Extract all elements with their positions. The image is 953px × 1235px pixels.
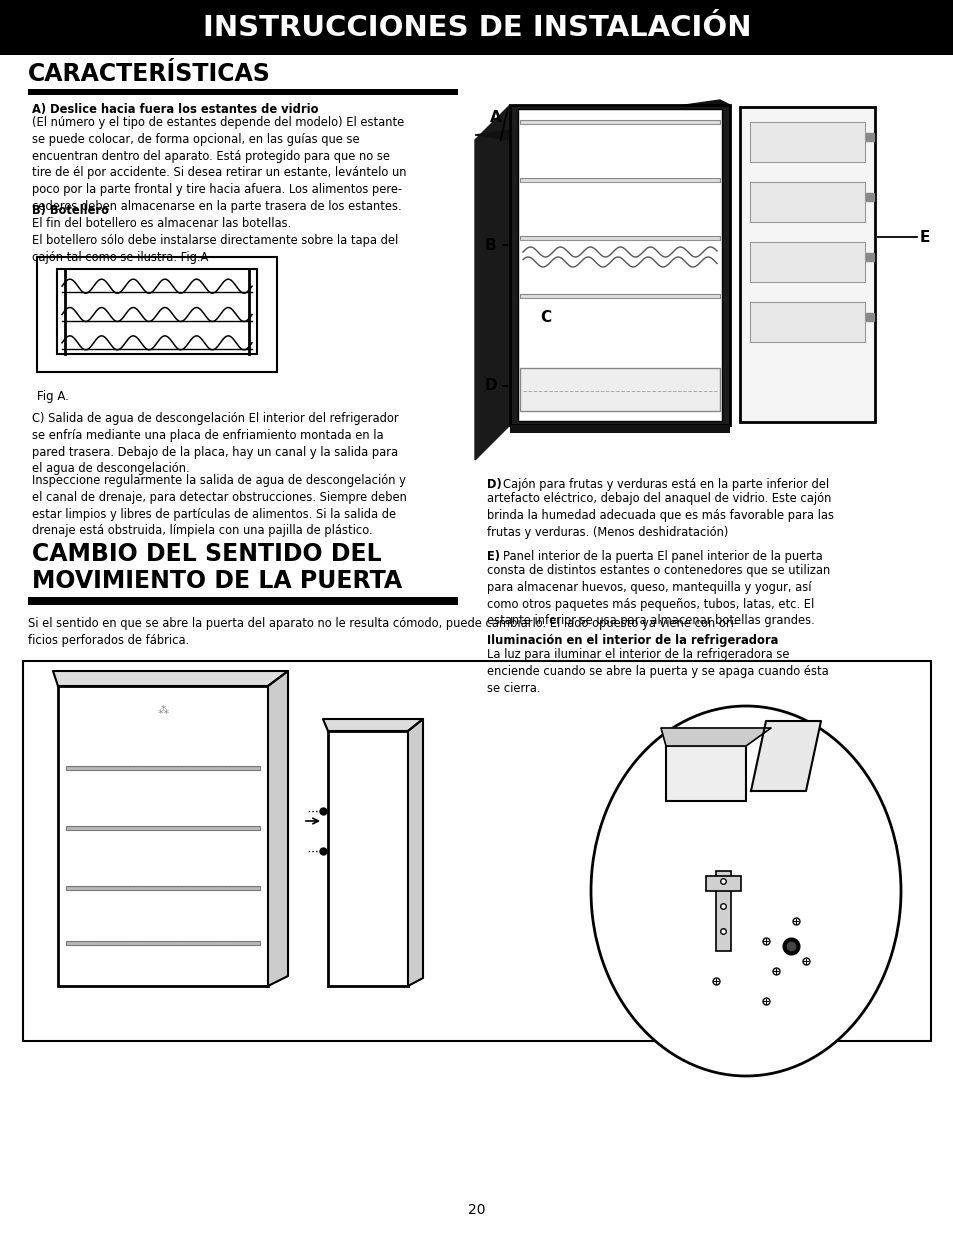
Bar [0, 0, 953, 56]
Polygon shape [268, 671, 288, 986]
Text: El fin del botellero es almacenar las botellas.
El botellero sólo debe instalars: El fin del botellero es almacenar las bo… [32, 217, 397, 263]
Text: 20: 20 [468, 1203, 485, 1216]
Text: E: E [919, 230, 929, 245]
Bar [66, 766, 260, 769]
Bar [749, 242, 864, 282]
Bar [57, 269, 256, 354]
Text: Iluminación en el interior de la refrigeradora: Iluminación en el interior de la refrige… [486, 634, 778, 647]
Bar [749, 303, 864, 342]
Text: CARACTERÍSTICAS: CARACTERÍSTICAS [28, 62, 271, 86]
Bar [665, 746, 745, 802]
Text: (El número y el tipo de estantes depende del modelo) El estante
se puede colocar: (El número y el tipo de estantes depende… [32, 116, 406, 212]
Bar [519, 368, 720, 411]
Bar [519, 178, 720, 182]
Text: ⁂: ⁂ [157, 706, 169, 716]
Text: C) Salida de agua de descongelación El interior del refrigerador
se enfría media: C) Salida de agua de descongelación El i… [32, 412, 398, 475]
Polygon shape [408, 719, 422, 986]
Bar [58, 685, 268, 986]
Polygon shape [660, 727, 770, 746]
Text: CAMBIO DEL SENTIDO DEL
MOVIMIENTO DE LA PUERTA: CAMBIO DEL SENTIDO DEL MOVIMIENTO DE LA … [32, 542, 402, 593]
Text: Fig A.: Fig A. [37, 390, 69, 403]
Text: Si el sentido en que se abre la puerta del aparato no le resulta cómodo, puede c: Si el sentido en que se abre la puerta d… [28, 618, 738, 647]
Bar [749, 122, 864, 162]
Text: INSTRUCCIONES DE INSTALACIÓN: INSTRUCCIONES DE INSTALACIÓN [203, 14, 750, 42]
Text: consta de distintos estantes o contenedores que se utilizan
para almacenar huevo: consta de distintos estantes o contenedo… [486, 564, 829, 627]
Text: Inspeccione regularmente la salida de agua de descongelación y
el canal de drena: Inspeccione regularmente la salida de ag… [32, 474, 406, 537]
Bar [517, 109, 721, 421]
Text: Panel interior de la puerta El panel interior de la puerta: Panel interior de la puerta El panel int… [502, 550, 821, 563]
Bar [705, 876, 740, 890]
Polygon shape [750, 721, 821, 790]
Bar [66, 941, 260, 945]
Bar [28, 89, 457, 95]
Bar [749, 182, 864, 222]
Text: B) Botellero: B) Botellero [32, 204, 109, 217]
Text: Cajón para frutas y verduras está en la parte inferior del: Cajón para frutas y verduras está en la … [502, 478, 828, 492]
Polygon shape [475, 100, 729, 140]
Bar [519, 236, 720, 240]
Text: C: C [539, 310, 551, 325]
Ellipse shape [590, 706, 900, 1076]
Polygon shape [53, 671, 288, 685]
Bar [740, 107, 874, 422]
Bar [328, 731, 408, 986]
Bar [66, 885, 260, 890]
Text: E): E) [486, 550, 499, 563]
Polygon shape [475, 105, 510, 459]
Text: A: A [490, 110, 501, 125]
Bar [28, 597, 457, 603]
Bar [519, 120, 720, 124]
Text: artefacto eléctrico, debajo del anaquel de vidrio. Este cajón
brinda la humedad : artefacto eléctrico, debajo del anaquel … [486, 492, 833, 538]
Text: La luz para iluminar el interior de la refrigeradora se
enciende cuando se abre : La luz para iluminar el interior de la r… [486, 648, 828, 694]
Bar [28, 599, 457, 605]
Text: A) Deslice hacia fuera los estantes de vidrio: A) Deslice hacia fuera los estantes de v… [32, 103, 318, 116]
Bar [716, 871, 730, 951]
Polygon shape [323, 719, 422, 731]
Bar [510, 425, 729, 433]
Bar [519, 294, 720, 298]
Bar [23, 661, 930, 1041]
Text: D): D) [486, 478, 501, 492]
Text: B: B [484, 237, 497, 252]
Bar [510, 105, 729, 425]
Bar [37, 257, 276, 372]
Bar [66, 826, 260, 830]
Text: D: D [484, 378, 497, 394]
